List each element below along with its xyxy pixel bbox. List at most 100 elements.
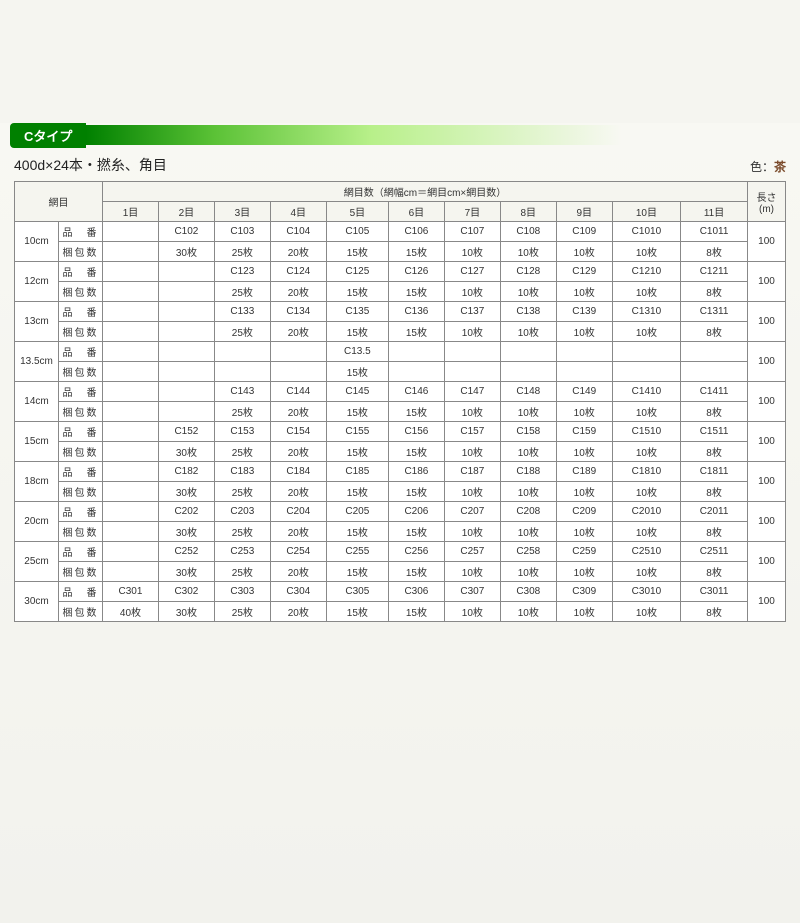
cell-code: C1311 bbox=[681, 302, 748, 322]
cell-pack: 10枚 bbox=[556, 282, 612, 302]
col-10me: 10目 bbox=[612, 202, 680, 222]
cell-pack: 25枚 bbox=[214, 562, 270, 582]
cell-pack bbox=[612, 362, 680, 382]
cell-pack: 25枚 bbox=[214, 482, 270, 502]
cell-pack: 10枚 bbox=[444, 402, 500, 422]
col-length: 長さ (m) bbox=[748, 182, 786, 222]
cell-pack: 30枚 bbox=[158, 482, 214, 502]
cell-code: C256 bbox=[388, 542, 444, 562]
cell-code: C209 bbox=[556, 502, 612, 522]
header-row-2: 1目 2目 3目 4目 5目 6目 7目 8目 9目 10目 11目 bbox=[15, 202, 786, 222]
cell-pack: 20枚 bbox=[270, 602, 326, 622]
cell-length: 100 bbox=[748, 582, 786, 622]
cell-pack: 10枚 bbox=[500, 282, 556, 302]
cell-pack: 30枚 bbox=[158, 242, 214, 262]
cell-code: C123 bbox=[214, 262, 270, 282]
cell-pack bbox=[444, 362, 500, 382]
cell-pack: 10枚 bbox=[556, 242, 612, 262]
cell-length: 100 bbox=[748, 422, 786, 462]
cell-pack bbox=[103, 362, 159, 382]
cell-code: C143 bbox=[214, 382, 270, 402]
cell-code: C2510 bbox=[612, 542, 680, 562]
cell-code bbox=[612, 342, 680, 362]
table-row: 13cm品 番C133C134C135C136C137C138C139C1310… bbox=[15, 302, 786, 322]
cell-pack: 10枚 bbox=[556, 402, 612, 422]
cell-pack: 30枚 bbox=[158, 442, 214, 462]
table-row: 梱包数30枚25枚20枚15枚15枚10枚10枚10枚10枚8枚 bbox=[15, 522, 786, 542]
cell-pack: 10枚 bbox=[612, 442, 680, 462]
spec-table: 網目 網目数（網幅cm＝網目cm×網目数） 長さ (m) 1目 2目 3目 4目… bbox=[14, 181, 786, 622]
cell-sublabel-pack: 梱包数 bbox=[59, 402, 103, 422]
cell-code: C148 bbox=[500, 382, 556, 402]
cell-code: C1811 bbox=[681, 462, 748, 482]
cell-code: C183 bbox=[214, 462, 270, 482]
cell-pack: 15枚 bbox=[326, 602, 388, 622]
subheader-row: 400d×24本・撚糸、角目 色：茶 bbox=[0, 147, 800, 181]
cell-pack: 15枚 bbox=[326, 322, 388, 342]
length-label-2: (m) bbox=[748, 204, 785, 215]
cell-code bbox=[158, 262, 214, 282]
cell-pack: 10枚 bbox=[500, 562, 556, 582]
cell-code: C252 bbox=[158, 542, 214, 562]
cell-pack: 10枚 bbox=[444, 482, 500, 502]
cell-pack: 10枚 bbox=[612, 562, 680, 582]
spec-text: 400d×24本・撚糸、角目 bbox=[14, 155, 167, 175]
cell-pack: 30枚 bbox=[158, 562, 214, 582]
cell-code bbox=[103, 222, 159, 242]
cell-code: C2010 bbox=[612, 502, 680, 522]
cell-pack bbox=[500, 362, 556, 382]
cell-pack: 10枚 bbox=[444, 442, 500, 462]
cell-pack: 25枚 bbox=[214, 242, 270, 262]
cell-sublabel-code: 品 番 bbox=[59, 382, 103, 402]
cell-code: C1010 bbox=[612, 222, 680, 242]
cell-code bbox=[158, 342, 214, 362]
cell-size: 25cm bbox=[15, 542, 59, 582]
cell-pack: 10枚 bbox=[500, 322, 556, 342]
cell-code: C145 bbox=[326, 382, 388, 402]
cell-pack: 25枚 bbox=[214, 442, 270, 462]
cell-pack: 15枚 bbox=[388, 242, 444, 262]
cell-pack bbox=[388, 362, 444, 382]
cell-pack: 20枚 bbox=[270, 242, 326, 262]
cell-pack: 10枚 bbox=[444, 242, 500, 262]
cell-pack: 8枚 bbox=[681, 562, 748, 582]
cell-code bbox=[103, 502, 159, 522]
cell-code bbox=[103, 382, 159, 402]
cell-code: C309 bbox=[556, 582, 612, 602]
cell-code bbox=[214, 342, 270, 362]
table-body: 10cm品 番C102C103C104C105C106C107C108C109C… bbox=[15, 222, 786, 622]
cell-pack: 20枚 bbox=[270, 522, 326, 542]
table-row: 15cm品 番C152C153C154C155C156C157C158C159C… bbox=[15, 422, 786, 442]
cell-code: C205 bbox=[326, 502, 388, 522]
cell-size: 13cm bbox=[15, 302, 59, 342]
table-head: 網目 網目数（網幅cm＝網目cm×網目数） 長さ (m) 1目 2目 3目 4目… bbox=[15, 182, 786, 222]
cell-length: 100 bbox=[748, 222, 786, 262]
color-value: 茶 bbox=[774, 160, 786, 174]
cell-pack: 10枚 bbox=[500, 522, 556, 542]
cell-code bbox=[444, 342, 500, 362]
cell-code: C156 bbox=[388, 422, 444, 442]
cell-code: C3011 bbox=[681, 582, 748, 602]
cell-code: C255 bbox=[326, 542, 388, 562]
cell-pack: 8枚 bbox=[681, 322, 748, 342]
cell-code: C3010 bbox=[612, 582, 680, 602]
cell-pack: 10枚 bbox=[444, 562, 500, 582]
cell-pack: 25枚 bbox=[214, 402, 270, 422]
cell-sublabel-code: 品 番 bbox=[59, 462, 103, 482]
cell-code: C128 bbox=[500, 262, 556, 282]
cell-pack: 8枚 bbox=[681, 482, 748, 502]
table-row: 梱包数30枚25枚20枚15枚15枚10枚10枚10枚10枚8枚 bbox=[15, 562, 786, 582]
table-row: 25cm品 番C252C253C254C255C256C257C258C259C… bbox=[15, 542, 786, 562]
cell-code: C259 bbox=[556, 542, 612, 562]
cell-pack bbox=[103, 242, 159, 262]
cell-size: 10cm bbox=[15, 222, 59, 262]
cell-code: C153 bbox=[214, 422, 270, 442]
table-row: 30cm品 番C301C302C303C304C305C306C307C308C… bbox=[15, 582, 786, 602]
table-row: 梱包数40枚30枚25枚20枚15枚15枚10枚10枚10枚10枚8枚 bbox=[15, 602, 786, 622]
cell-pack: 20枚 bbox=[270, 442, 326, 462]
cell-code: C306 bbox=[388, 582, 444, 602]
cell-code bbox=[681, 342, 748, 362]
cell-code: C308 bbox=[500, 582, 556, 602]
cell-code: C305 bbox=[326, 582, 388, 602]
cell-code: C154 bbox=[270, 422, 326, 442]
